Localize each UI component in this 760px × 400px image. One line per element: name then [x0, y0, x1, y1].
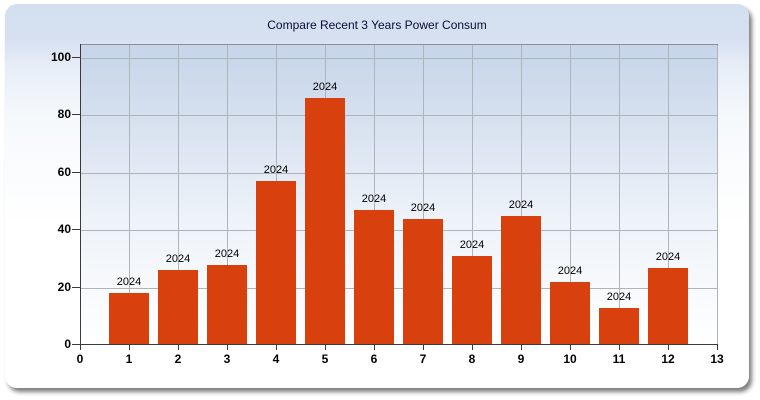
- bar-value-label: 2024: [557, 264, 583, 277]
- x-axis-label: 11: [612, 352, 626, 366]
- x-tick: [374, 344, 375, 350]
- x-tick: [570, 344, 571, 350]
- chart-panel: Compare Recent 3 Years Power Consum 2024…: [5, 4, 749, 388]
- x-tick: [521, 344, 522, 350]
- x-tick: [619, 344, 620, 350]
- y-tick: [72, 114, 80, 116]
- v-gridline: [129, 45, 130, 345]
- v-gridline: [374, 45, 375, 345]
- bar[interactable]: [452, 256, 492, 345]
- h-gridline: [80, 115, 717, 117]
- bar[interactable]: [648, 267, 688, 345]
- bar-value-label: 2024: [508, 198, 534, 211]
- y-axis-label: 60: [57, 164, 71, 179]
- y-axis-label: 100: [50, 50, 71, 64]
- x-tick: [276, 344, 277, 350]
- bar-value-label: 2024: [263, 164, 289, 177]
- bar[interactable]: [599, 307, 639, 345]
- v-gridline: [423, 45, 424, 345]
- x-tick: [325, 344, 326, 350]
- x-axis-label: 0: [76, 352, 84, 366]
- y-axis-label: 40: [57, 222, 71, 237]
- x-tick: [668, 344, 669, 350]
- bar[interactable]: [354, 210, 394, 345]
- x-axis-label: 7: [419, 352, 427, 366]
- y-axis-line: [80, 44, 81, 345]
- plot-area: 2024 2024 2024 2024 2024 2024 2024 2024 2024 2024…: [80, 44, 718, 345]
- v-gridline: [668, 45, 669, 345]
- y-axis-label: 80: [57, 107, 71, 122]
- bar[interactable]: [550, 281, 590, 345]
- x-tick: [717, 344, 718, 350]
- x-axis-label: 12: [661, 352, 675, 366]
- y-tick: [72, 57, 80, 58]
- bar[interactable]: [403, 218, 443, 345]
- x-tick: [80, 344, 81, 350]
- h-gridline: [80, 58, 717, 59]
- h-gridline: [80, 172, 717, 174]
- x-tick: [178, 344, 179, 350]
- v-gridline: [178, 45, 179, 345]
- bar-value-label: 2024: [165, 253, 191, 266]
- bar-value-label: 2024: [606, 290, 632, 303]
- bar-value-label: 2024: [655, 250, 681, 263]
- bar-value-label: 2024: [116, 276, 142, 289]
- bar[interactable]: [109, 293, 149, 345]
- x-tick: [472, 344, 473, 350]
- bar[interactable]: [501, 215, 541, 345]
- x-axis-label: 5: [321, 352, 329, 366]
- x-axis-label: 3: [223, 352, 231, 366]
- x-axis-label: 8: [468, 352, 476, 366]
- x-axis-label: 9: [517, 352, 525, 366]
- x-axis-label: 2: [174, 352, 182, 366]
- h-gridline: [80, 287, 717, 289]
- x-tick: [129, 344, 130, 350]
- bar[interactable]: [305, 98, 345, 345]
- bar-value-label: 2024: [312, 81, 338, 94]
- bar[interactable]: [207, 264, 247, 345]
- y-axis-label: 0: [64, 337, 71, 351]
- bar-value-label: 2024: [214, 247, 240, 260]
- v-gridline: [717, 45, 718, 345]
- y-tick: [72, 229, 80, 231]
- x-tick: [423, 344, 424, 350]
- x-axis-label: 4: [272, 352, 280, 366]
- bar-value-label: 2024: [459, 239, 485, 252]
- chart-title: Compare Recent 3 Years Power Consum: [267, 18, 487, 32]
- y-axis-label: 20: [57, 279, 71, 294]
- y-tick: [72, 171, 80, 173]
- x-tick: [227, 344, 228, 350]
- x-axis-label: 6: [370, 352, 378, 366]
- v-gridline: [472, 45, 473, 345]
- x-axis-label: 13: [710, 352, 724, 366]
- bar-value-label: 2024: [410, 201, 436, 214]
- v-gridline: [619, 45, 620, 345]
- v-gridline: [227, 45, 228, 345]
- v-gridline: [570, 45, 571, 345]
- x-axis-label: 10: [563, 352, 577, 366]
- bar-value-label: 2024: [361, 193, 387, 206]
- y-tick: [72, 286, 80, 288]
- bar[interactable]: [158, 270, 198, 345]
- x-axis-label: 1: [125, 352, 133, 366]
- x-axis-line: [80, 344, 718, 345]
- h-gridline: [80, 230, 717, 232]
- y-tick: [72, 344, 80, 345]
- v-gridline: [521, 45, 522, 345]
- bar[interactable]: [256, 181, 296, 345]
